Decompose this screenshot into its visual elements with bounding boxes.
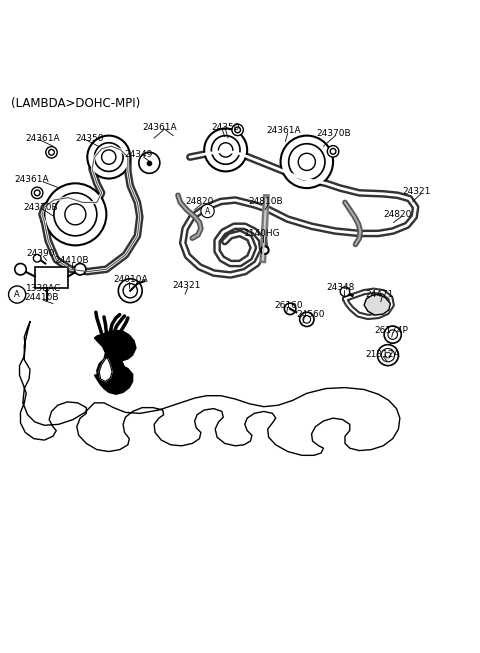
Text: (LAMBDA>DOHC-MPI): (LAMBDA>DOHC-MPI) <box>11 97 140 110</box>
Text: 24390: 24390 <box>26 249 55 259</box>
Circle shape <box>388 330 397 340</box>
Circle shape <box>261 246 269 254</box>
Circle shape <box>87 136 130 178</box>
Bar <box>35 267 68 289</box>
Text: 26160: 26160 <box>275 300 303 310</box>
Circle shape <box>327 146 339 157</box>
Circle shape <box>95 143 123 171</box>
Circle shape <box>54 193 97 236</box>
Circle shape <box>284 303 296 315</box>
Text: 24820: 24820 <box>383 210 411 219</box>
Polygon shape <box>95 330 136 391</box>
Text: 24820: 24820 <box>185 197 214 206</box>
Circle shape <box>377 345 398 366</box>
Circle shape <box>32 187 43 199</box>
Circle shape <box>385 352 391 358</box>
Circle shape <box>232 124 243 136</box>
Text: 24410B: 24410B <box>24 293 59 302</box>
Text: 1140HG: 1140HG <box>244 229 280 238</box>
Text: 24560: 24560 <box>296 310 325 319</box>
Circle shape <box>300 312 314 326</box>
Circle shape <box>288 144 325 180</box>
Text: 24349: 24349 <box>124 150 153 159</box>
Circle shape <box>201 204 214 217</box>
Circle shape <box>204 129 247 171</box>
Circle shape <box>34 190 40 196</box>
Text: 24350: 24350 <box>75 135 104 144</box>
Circle shape <box>384 326 401 343</box>
Circle shape <box>102 150 116 165</box>
Circle shape <box>381 349 395 362</box>
Text: 24471: 24471 <box>365 289 394 298</box>
Text: 1338AC: 1338AC <box>26 284 61 293</box>
Polygon shape <box>99 358 112 381</box>
Circle shape <box>330 148 336 154</box>
Text: 24321: 24321 <box>172 281 201 291</box>
Circle shape <box>48 150 54 155</box>
Circle shape <box>298 153 315 170</box>
Circle shape <box>139 152 160 173</box>
Circle shape <box>281 136 333 188</box>
Text: 24410B: 24410B <box>55 256 89 265</box>
Text: 24810B: 24810B <box>249 197 283 206</box>
Circle shape <box>44 183 107 246</box>
Text: 24361A: 24361A <box>266 126 301 135</box>
Text: 26174P: 26174P <box>374 326 408 335</box>
Circle shape <box>123 283 137 298</box>
Text: 24010A: 24010A <box>114 275 148 284</box>
Text: A: A <box>205 206 210 215</box>
Text: 24361A: 24361A <box>15 175 49 184</box>
Text: 24370B: 24370B <box>23 202 58 212</box>
Circle shape <box>15 264 26 275</box>
Polygon shape <box>364 294 390 315</box>
Text: 24361A: 24361A <box>25 135 60 144</box>
Circle shape <box>218 143 233 157</box>
Text: 24370B: 24370B <box>316 129 351 138</box>
Circle shape <box>235 127 240 133</box>
Circle shape <box>9 286 26 303</box>
Circle shape <box>211 136 240 165</box>
Circle shape <box>46 146 57 158</box>
Text: 24350: 24350 <box>211 123 240 132</box>
Text: 21312A: 21312A <box>365 349 400 358</box>
Circle shape <box>74 264 86 275</box>
Circle shape <box>65 204 86 225</box>
Circle shape <box>303 315 311 323</box>
Text: 24321: 24321 <box>402 187 431 197</box>
Text: 24348: 24348 <box>326 283 354 292</box>
Text: A: A <box>14 290 20 299</box>
Circle shape <box>34 255 41 262</box>
Text: 24361A: 24361A <box>142 123 177 132</box>
Polygon shape <box>95 366 132 394</box>
Circle shape <box>118 279 142 302</box>
Circle shape <box>340 287 350 296</box>
